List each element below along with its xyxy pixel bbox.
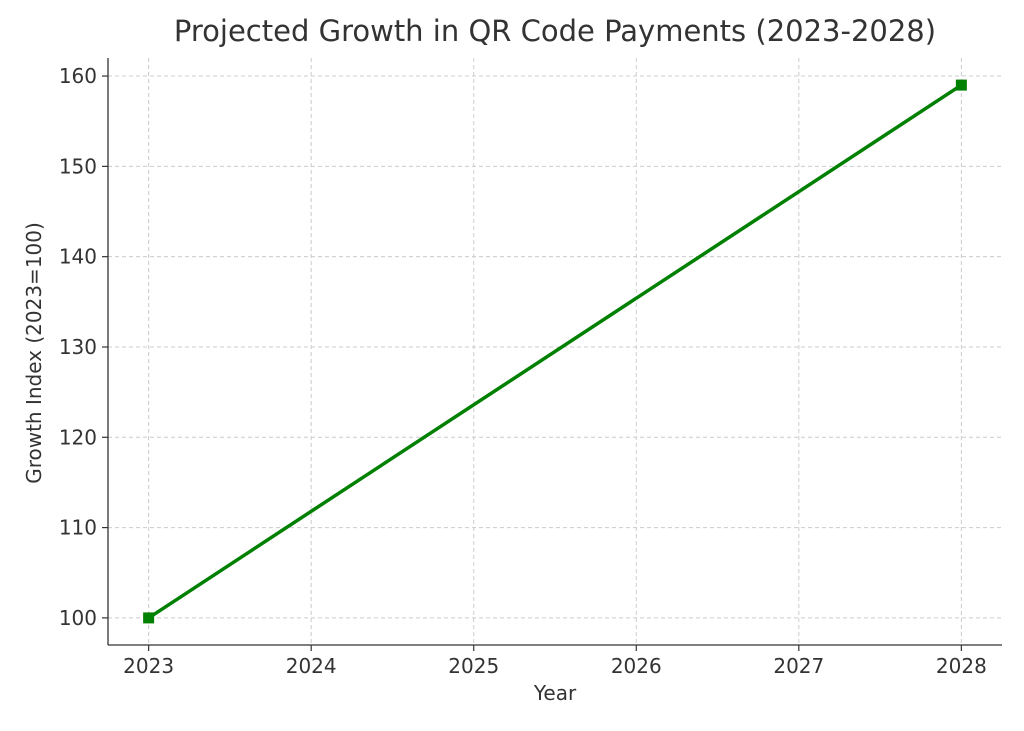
x-tick-label: 2023 (123, 654, 174, 678)
data-point-marker (955, 79, 967, 91)
x-tick-label: 2027 (773, 654, 824, 678)
chart-title: Projected Growth in QR Code Payments (20… (173, 14, 937, 48)
y-tick-label: 130 (59, 335, 97, 359)
x-axis-label: Year (533, 681, 577, 705)
x-tick-label: 2025 (448, 654, 499, 678)
x-tick-label: 2028 (936, 654, 987, 678)
y-tick-label: 160 (59, 64, 97, 88)
ticks-layer: 2023 2024 2025 2026 2027 2028 100 110 120 130 140 1… (59, 64, 987, 678)
grid-layer (108, 58, 1002, 645)
y-tick-label: 140 (59, 245, 97, 269)
x-tick-label: 2026 (611, 654, 662, 678)
series-layer (143, 79, 967, 624)
y-tick-label: 150 (59, 154, 97, 178)
y-axis-label: Growth Index (2023=100) (22, 222, 46, 484)
y-tick-label: 120 (59, 425, 97, 449)
axes-layer (107, 58, 1002, 646)
y-tick-label: 110 (59, 516, 97, 540)
y-tick-label: 100 (59, 606, 97, 630)
data-point-marker (143, 612, 155, 624)
series-line (147, 83, 963, 620)
x-tick-label: 2024 (286, 654, 337, 678)
